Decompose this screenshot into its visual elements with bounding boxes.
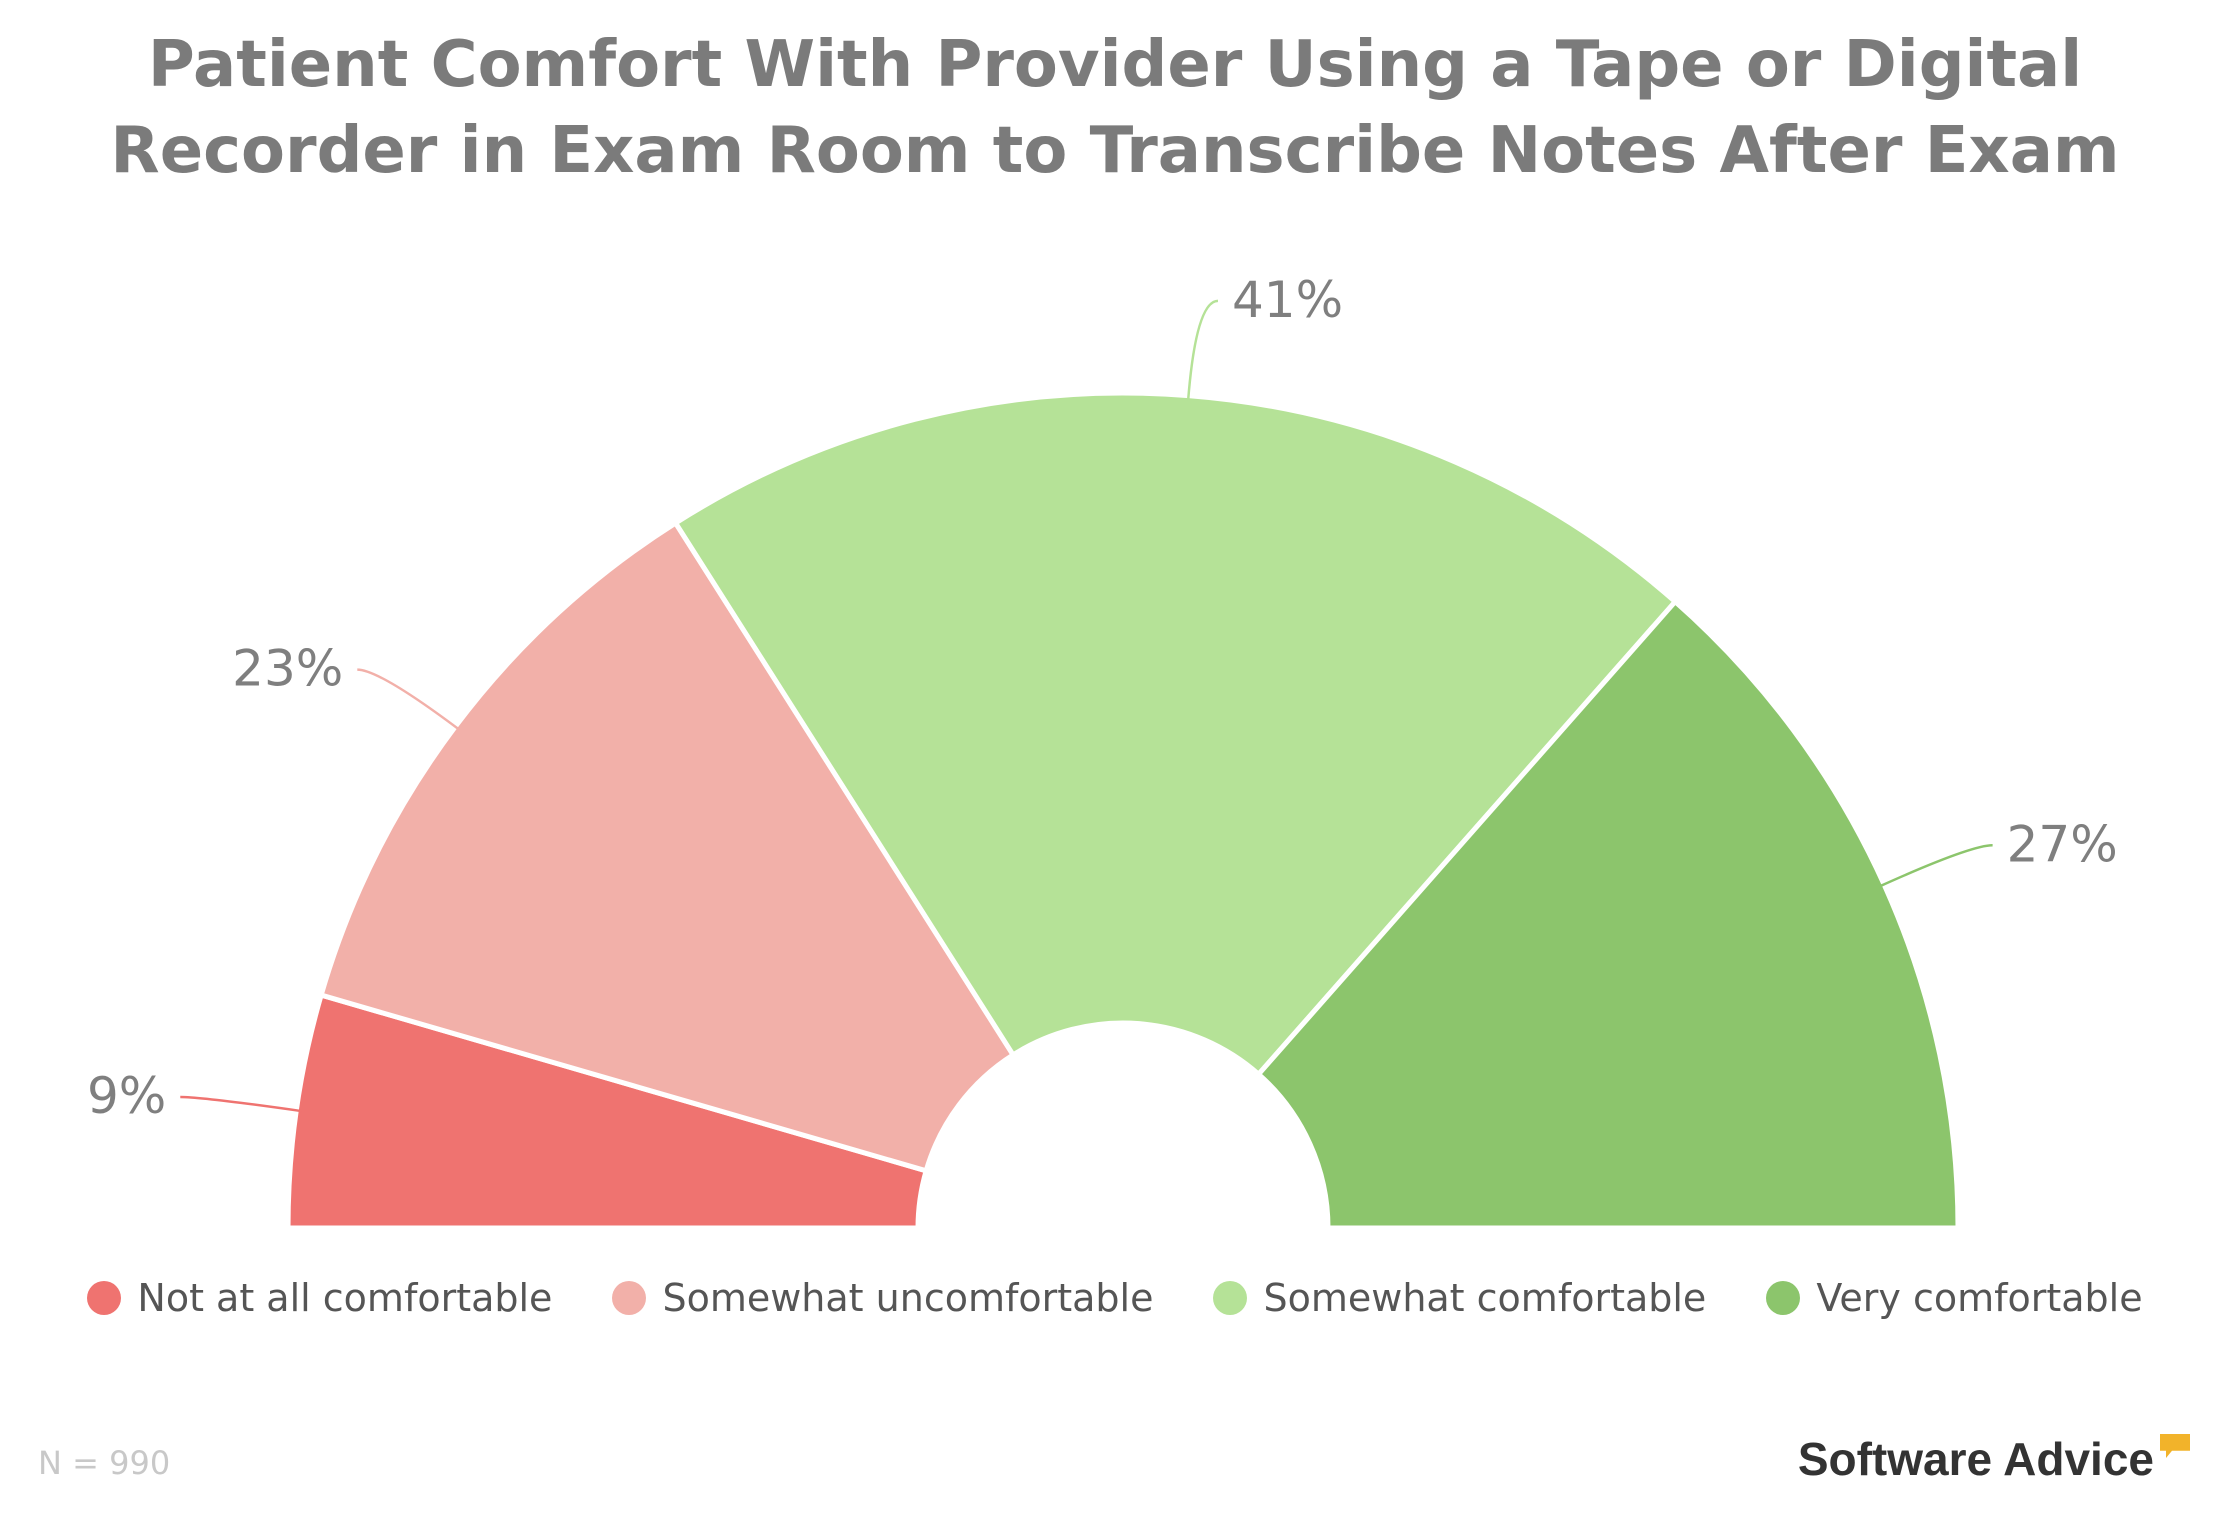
legend-dot-icon: [1766, 1281, 1801, 1315]
chart-data-labels: 9% 23% 41% 27%: [87, 271, 2118, 1125]
leader-line-somewhat-uncomfortable: [357, 668, 461, 731]
legend-item-somewhat-uncomfortable: Somewhat uncomfortable: [612, 1276, 1153, 1320]
leader-line-somewhat-comfortable: [1186, 299, 1219, 401]
slice-somewhat-comfortable: [672, 390, 1679, 1078]
slice-somewhat-uncomfortable: [318, 519, 1017, 1174]
legend-dot-icon: [1213, 1281, 1248, 1315]
legend-dot-icon: [87, 1281, 122, 1315]
chart-legend: Not at all comfortable Somewhat uncomfort…: [0, 1276, 2230, 1320]
data-label-somewhat-uncomfortable: 23%: [232, 640, 343, 698]
legend-item-very-comfortable: Very comfortable: [1766, 1276, 2143, 1320]
legend-label: Somewhat uncomfortable: [662, 1276, 1154, 1320]
speech-bubble-icon: [2160, 1434, 2190, 1458]
leader-line-very-comfortable: [1878, 844, 1993, 888]
software-advice-logo: Software Advice: [1798, 1432, 2190, 1486]
chart-slices: [285, 390, 1961, 1231]
brand-name: Software Advice: [1797, 1433, 2154, 1485]
legend-item-not-at-all-comfortable: Not at all comfortable: [87, 1276, 552, 1320]
legend-item-somewhat-comfortable: Somewhat comfortable: [1213, 1276, 1706, 1320]
legend-label: Somewhat comfortable: [1263, 1276, 1707, 1320]
legend-label: Not at all comfortable: [137, 1276, 553, 1320]
chart-title-line-2: Recorder in Exam Room to Transcribe Note…: [110, 114, 2120, 188]
data-label-very-comfortable: 27%: [2007, 815, 2118, 873]
chart-title-line-1: Patient Comfort With Provider Using a Ta…: [147, 28, 2083, 102]
legend-label: Very comfortable: [1816, 1276, 2143, 1320]
slice-very-comfortable: [1255, 598, 1961, 1231]
data-label-not-at-all-comfortable: 9%: [87, 1067, 166, 1125]
chart-title: Patient Comfort With Provider Using a Ta…: [0, 22, 2230, 194]
legend-dot-icon: [612, 1281, 647, 1315]
sample-size-note: N = 990: [38, 1444, 171, 1482]
slice-not-at-all-comfortable: [285, 991, 930, 1231]
leader-line-not-at-all-comfortable: [180, 1095, 302, 1113]
data-label-somewhat-comfortable: 41%: [1232, 271, 1343, 329]
chart-leader-lines: [180, 299, 1993, 1113]
